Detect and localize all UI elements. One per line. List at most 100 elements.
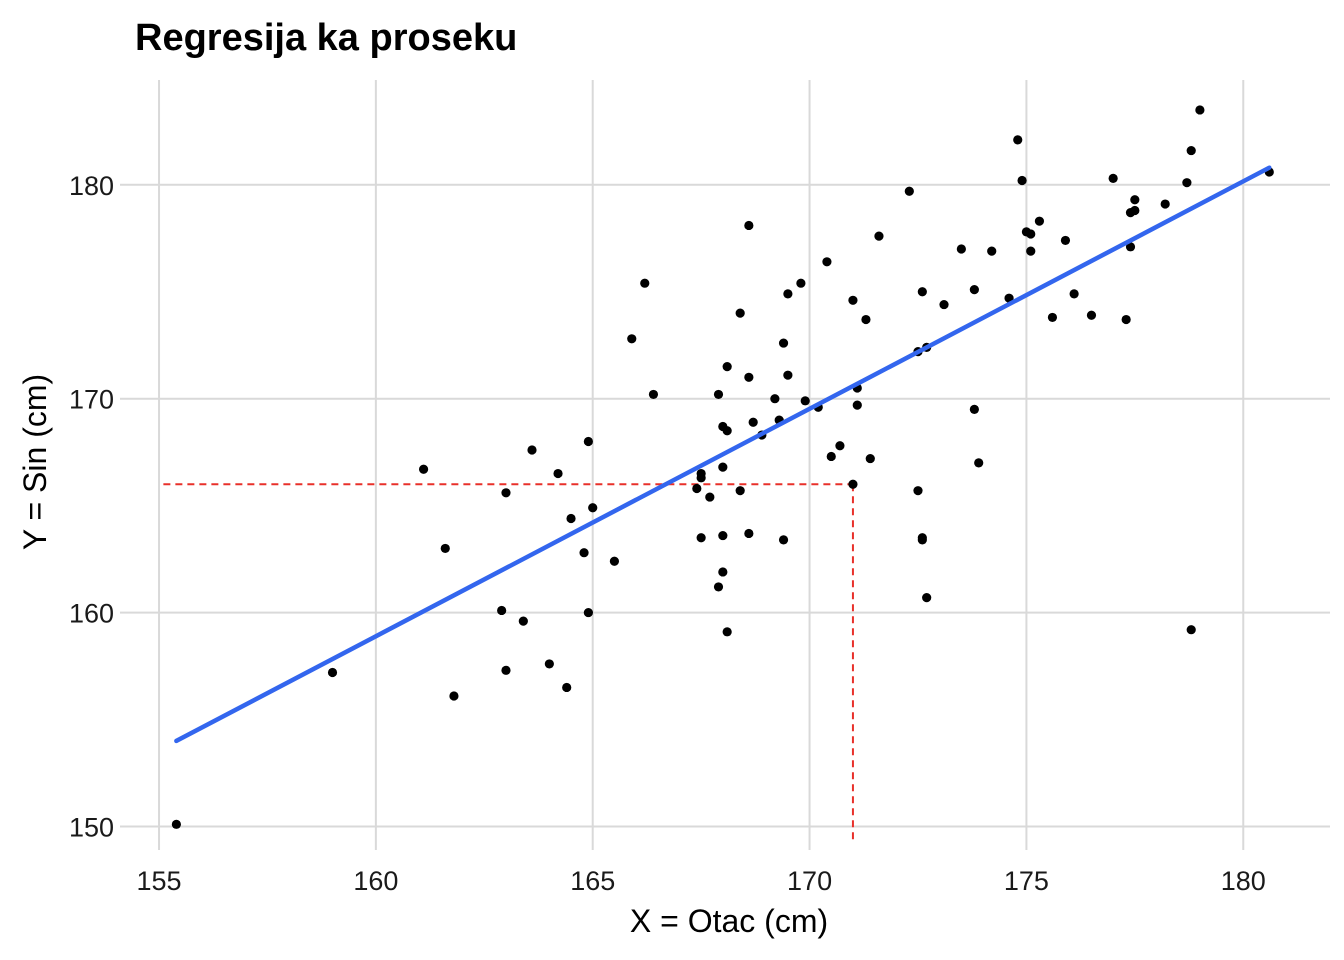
data-point [1186,145,1196,156]
x-axis-title: X = Otac (cm) [630,903,828,939]
data-point [1130,205,1140,216]
data-point [692,483,702,494]
data-point [987,246,997,256]
data-point [696,468,706,479]
y-tick-label: 180 [69,171,114,201]
data-point [544,659,554,669]
data-point [783,289,793,299]
data-point [874,231,884,241]
data-point [722,362,732,372]
data-point [904,186,914,196]
data-point [713,389,724,400]
data-point [609,556,620,566]
data-point [917,287,927,297]
data-point [1186,625,1196,635]
data-point [1026,246,1036,256]
y-tick-label: 170 [69,385,114,415]
data-point [1121,314,1131,325]
data-point [783,370,793,380]
x-tick-label: 170 [787,866,832,896]
data-point [1026,229,1036,239]
data-point [583,607,593,618]
data-point [648,389,659,400]
data-point [778,338,789,348]
y-axis-title: Y = Sin (cm) [17,374,53,550]
data-point [956,244,966,254]
data-point [1013,135,1023,145]
x-gridlines [158,80,1245,850]
y-gridlines [120,183,1330,828]
data-point [826,451,836,462]
data-point [1060,235,1071,246]
data-point [722,627,732,637]
data-point [627,334,637,344]
data-point [718,567,728,577]
data-point [449,691,459,701]
data-point [969,404,979,414]
data-point [588,503,598,513]
data-point [796,278,806,288]
data-point [1195,105,1205,115]
chart-title: Regresija ka proseku [135,17,517,59]
data-point [744,528,754,539]
data-point [1125,242,1136,252]
data-point [835,441,845,451]
data-point [518,616,528,626]
data-point [640,278,650,288]
data-point [171,819,181,829]
data-point [1182,178,1192,188]
x-tick-label: 160 [353,866,398,896]
data-point [1086,310,1097,320]
data-point [735,308,745,318]
data-point [583,436,593,447]
data-point [497,605,507,616]
data-point [553,468,563,479]
data-point [501,488,511,498]
reference-lines [163,483,854,840]
y-tick-label: 160 [69,599,114,629]
x-tick-label: 175 [1004,866,1049,896]
data-point [735,486,745,496]
data-point [939,299,949,310]
data-point [713,582,724,592]
data-point [800,396,810,406]
data-point [848,479,858,489]
data-point [822,257,832,267]
data-point [579,548,589,558]
data-point [744,372,754,382]
data-point [1017,175,1027,186]
data-point [913,486,923,496]
data-point [778,535,789,545]
data-point [705,492,715,502]
data-point [440,543,450,554]
data-point [861,314,871,325]
data-point [748,417,758,427]
x-tick-label: 180 [1221,866,1266,896]
data-point [770,394,780,404]
data-point [566,513,576,524]
data-point [327,667,338,678]
data-point [974,458,984,468]
data-point [418,464,429,474]
y-tick-label: 150 [69,812,114,842]
data-point [718,530,728,541]
x-tick-label: 155 [137,866,182,896]
data-point [744,220,754,231]
data-point [722,426,732,436]
data-point [865,453,875,464]
data-point [917,535,927,545]
data-point [1034,216,1045,226]
data-point [501,665,511,675]
data-point [1108,173,1118,183]
data-point [1047,312,1058,323]
data-point [1069,289,1079,299]
x-tick-label: 165 [570,866,615,896]
data-point [969,285,979,295]
data-point [848,295,858,305]
data-point [562,682,572,693]
data-point [718,462,728,472]
x-tick-labels: 155 160 165 170 175 180 [137,866,1266,896]
data-point [922,593,932,603]
regression-line [174,165,1272,744]
